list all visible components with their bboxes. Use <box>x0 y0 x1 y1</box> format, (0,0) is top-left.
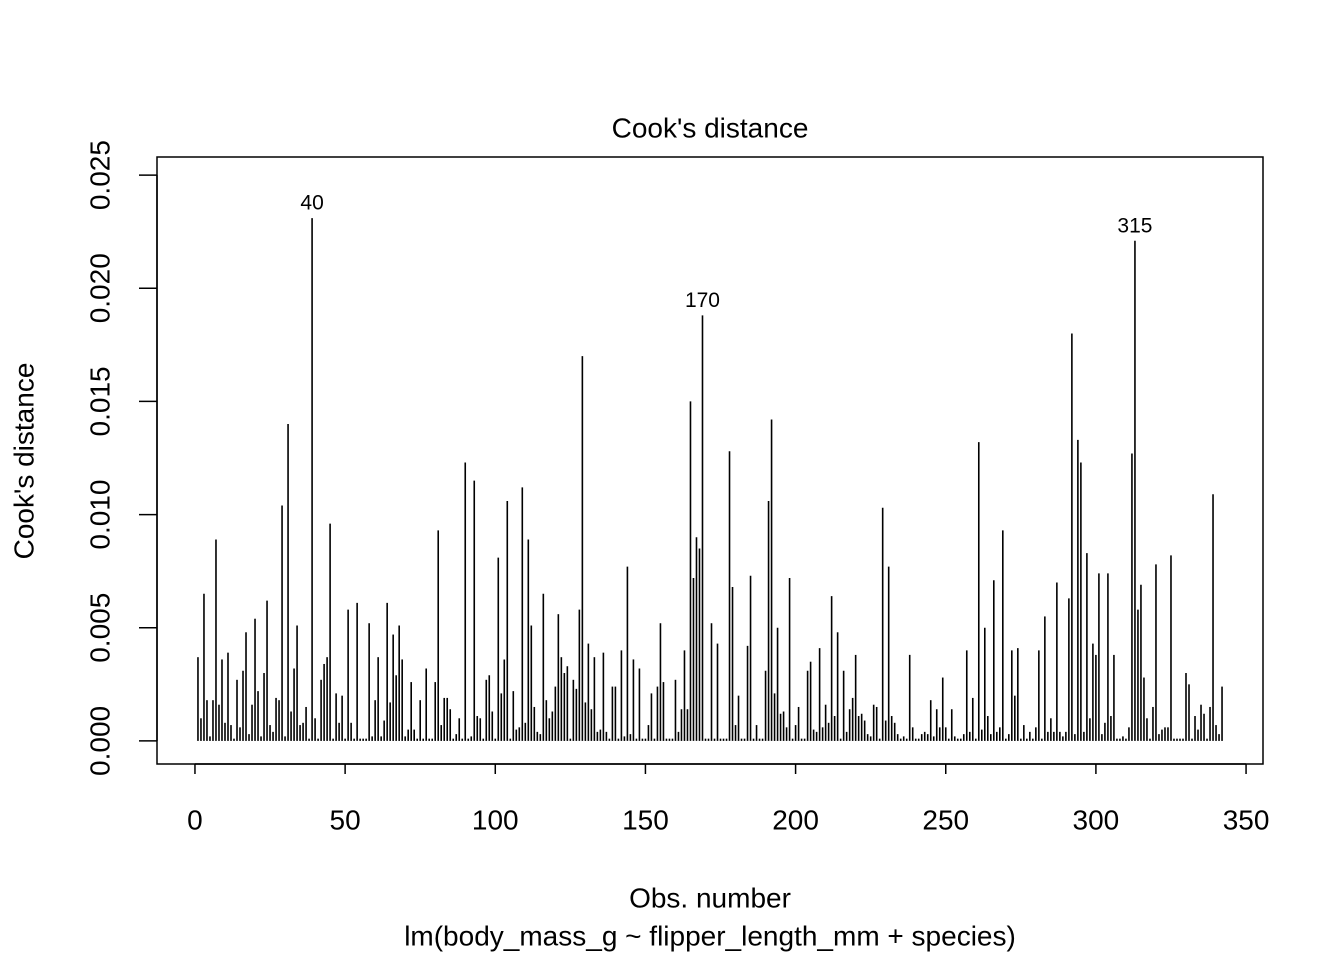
y-tick-label: 0.010 <box>84 480 115 550</box>
x-tick-label: 350 <box>1223 804 1270 835</box>
y-tick-label: 0.000 <box>84 706 115 776</box>
x-tick-label: 100 <box>472 804 519 835</box>
y-tick-label: 0.015 <box>84 366 115 436</box>
x-tick-label: 0 <box>187 804 203 835</box>
y-tick-label: 0.025 <box>84 140 115 210</box>
y-axis-label: Cook's distance <box>8 363 39 560</box>
annotation: 40 <box>300 192 323 215</box>
x-tick-label: 250 <box>922 804 969 835</box>
x-tick-label: 200 <box>772 804 819 835</box>
x-tick-label: 150 <box>622 804 669 835</box>
annotation: 315 <box>1117 214 1152 237</box>
annotation: 170 <box>685 289 720 312</box>
y-tick-label: 0.020 <box>84 253 115 323</box>
chart-title: Cook's distance <box>612 112 809 143</box>
x-tick-label: 50 <box>330 804 361 835</box>
x-tick-label: 300 <box>1073 804 1120 835</box>
plot-frame <box>156 156 1264 765</box>
y-tick-label: 0.005 <box>84 593 115 663</box>
subtitle: lm(body_mass_g ~ flipper_length_mm + spe… <box>404 920 1016 951</box>
x-axis-label: Obs. number <box>629 882 791 913</box>
